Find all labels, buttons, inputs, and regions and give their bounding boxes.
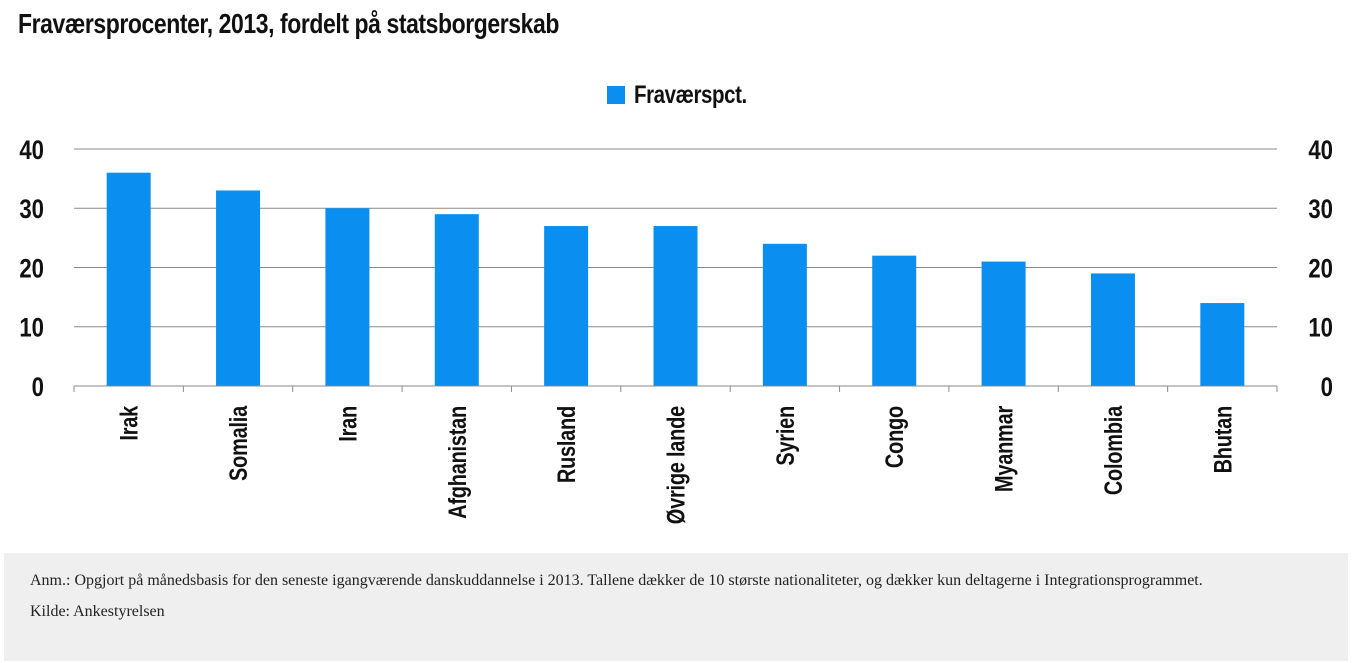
- bar: [1090, 273, 1135, 386]
- y-tick-label-left: 10: [19, 314, 44, 344]
- bar: [544, 226, 589, 386]
- y-tick-label-right: 30: [1308, 195, 1333, 225]
- bar: [106, 172, 151, 386]
- x-tick-label: Congo: [881, 406, 909, 468]
- y-tick-label-left: 20: [19, 255, 44, 285]
- x-tick-label: Iran: [334, 406, 362, 442]
- x-tick-label: Rusland: [553, 406, 581, 483]
- chart-title: Fraværsprocenter, 2013, fordelt på stats…: [18, 8, 559, 39]
- y-tick-label-right: 40: [1308, 136, 1333, 166]
- bar: [216, 190, 261, 386]
- x-tick-label: Bhutan: [1209, 406, 1237, 473]
- bar: [981, 261, 1026, 386]
- bar: [325, 208, 370, 386]
- y-tick-label-left: 40: [19, 136, 44, 166]
- x-tick-label: Irak: [116, 405, 144, 440]
- note-box: Anm.: Opgjort på månedsbasis for den sen…: [4, 553, 1348, 661]
- y-tick-label-right: 0: [1321, 373, 1333, 403]
- bar: [872, 255, 917, 386]
- legend-label: Fraværspct.: [634, 80, 747, 108]
- chart-note: Anm.: Opgjort på månedsbasis for den sen…: [30, 572, 1203, 589]
- bar: [762, 243, 807, 386]
- x-tick-label: Syrien: [772, 406, 800, 466]
- x-tick-label: Øvrige lande: [662, 406, 690, 524]
- chart-source: Kilde: Ankestyrelsen: [30, 603, 165, 620]
- y-tick-label-right: 20: [1308, 255, 1333, 285]
- bar-chart: Fraværspct. 0 0 10 10 20 20 30 30 40 40 Irak Somalia…: [19, 80, 1333, 524]
- x-tick-label: Myanmar: [991, 406, 1019, 492]
- y-tick-label-right: 10: [1308, 314, 1333, 344]
- x-tick-label: Colombia: [1100, 405, 1128, 495]
- bar: [1200, 303, 1245, 386]
- y-tick-label-left: 30: [19, 195, 44, 225]
- y-tick-label-left: 0: [32, 373, 44, 403]
- bar: [653, 226, 698, 386]
- bar: [434, 214, 479, 386]
- x-tick-label: Afghanistan: [444, 406, 472, 519]
- x-tick-label: Somalia: [225, 405, 253, 481]
- legend-swatch: [607, 86, 625, 104]
